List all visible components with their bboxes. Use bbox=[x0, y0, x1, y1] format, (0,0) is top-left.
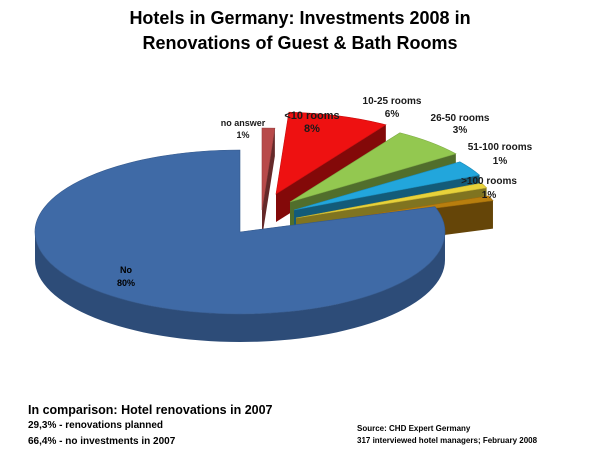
pie-slice-top-no-answer bbox=[261, 127, 276, 211]
slice-value-no: 80% bbox=[117, 278, 135, 288]
pie-slice-no-answer bbox=[261, 127, 276, 238]
slice-value-gt100: 1% bbox=[482, 190, 497, 201]
slice-label-26-50: 26-50 rooms bbox=[431, 113, 490, 124]
chart-title-line-1: Hotels in Germany: Investments 2008 in bbox=[129, 8, 471, 28]
slice-label-51-100: 51-100 rooms bbox=[468, 142, 533, 153]
pie-slice-wall-no-answer bbox=[262, 128, 275, 238]
pie-slice-side-no bbox=[35, 232, 445, 342]
slice-label-no-answer: no answer bbox=[221, 118, 266, 128]
chart-title: Hotels in Germany: Investments 2008 in R… bbox=[0, 6, 600, 56]
pie-slice-top-51-100 bbox=[295, 182, 488, 219]
comparison-line-planned: 29,3% - renovations planned bbox=[28, 420, 164, 431]
pie-slice-no bbox=[34, 149, 446, 342]
comparison-line-no-investments: 66,4% - no investments in 2007 bbox=[28, 436, 176, 447]
slice-label-lt10: <10 rooms bbox=[284, 110, 339, 122]
chart-title-line-2: Renovations of Guest & Bath Rooms bbox=[142, 33, 458, 53]
pie-slice-top-lt10 bbox=[275, 111, 387, 195]
slice-value-no-answer: 1% bbox=[236, 130, 249, 140]
survey-line: 317 interviewed hotel managers; February… bbox=[357, 436, 538, 445]
slice-value-lt10: 8% bbox=[304, 123, 320, 135]
comparison-title: In comparison: Hotel renovations in 2007 bbox=[28, 403, 273, 417]
pie-slice-top-26-50 bbox=[293, 161, 481, 211]
slice-label-gt100: >100 rooms bbox=[461, 176, 517, 187]
source-line: Source: CHD Expert Germany bbox=[357, 424, 471, 433]
slice-value-10-25: 6% bbox=[385, 109, 400, 120]
slice-label-no: No bbox=[120, 265, 132, 275]
comparison-block: In comparison: Hotel renovations in 2007… bbox=[28, 403, 273, 449]
pie-slice-top-no bbox=[34, 149, 446, 315]
slice-value-51-100: 1% bbox=[493, 156, 508, 167]
slice-value-26-50: 3% bbox=[453, 125, 468, 136]
source-note: Source: CHD Expert Germany 317 interview… bbox=[357, 423, 537, 447]
slice-label-10-25: 10-25 rooms bbox=[363, 96, 422, 107]
pie-slice-top-10-25 bbox=[289, 132, 457, 203]
